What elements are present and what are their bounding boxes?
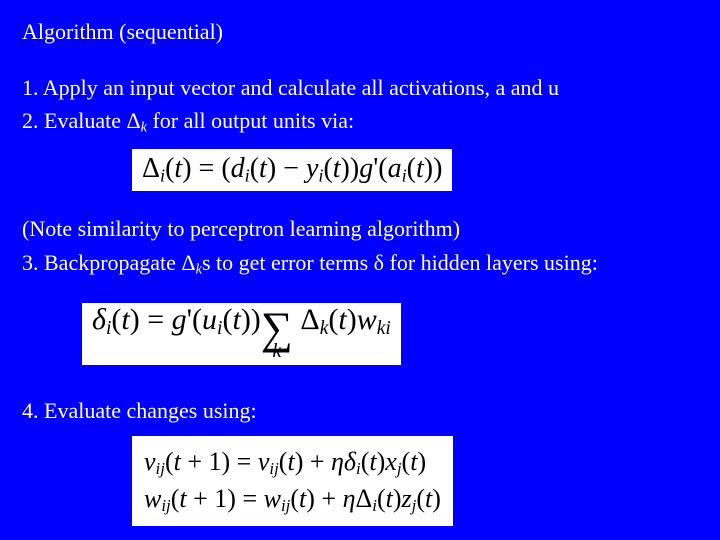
formula-3: vij(t + 1) = vij(t) + ηδi(t)xj(t) wij(t … (132, 436, 453, 526)
step-1: 1. Apply an input vector and calculate a… (22, 74, 698, 102)
step-2: 2. Evaluate Δk for all output units via: (22, 107, 698, 137)
step-4: 4. Evaluate changes using: (22, 397, 698, 425)
formula-2: δi(t) = g'(ui(t))∑k Δk(t)wki (82, 303, 401, 365)
slide-body: Algorithm (sequential) 1. Apply an input… (0, 0, 720, 532)
step-3-post: s to get error terms δ for hidden layers… (202, 250, 598, 275)
formula-1-wrap: Δi(t) = (di(t) − yi(t))g'(ai(t)) (22, 143, 698, 197)
formula-3-wrap: vij(t + 1) = vij(t) + ηδi(t)xj(t) wij(t … (22, 430, 698, 532)
slide-title: Algorithm (sequential) (22, 18, 698, 46)
step-2-post: for all output units via: (147, 108, 354, 133)
formula-1: Δi(t) = (di(t) − yi(t))g'(ai(t)) (132, 149, 452, 191)
step-3-pre: 3. Backpropagate Δ (22, 250, 196, 275)
step-3: 3. Backpropagate Δks to get error terms … (22, 249, 698, 279)
step-2-pre: 2. Evaluate Δ (22, 108, 141, 133)
formula-2-wrap: δi(t) = g'(ui(t))∑k Δk(t)wki (22, 297, 698, 371)
note-line: (Note similarity to perceptron learning … (22, 215, 698, 243)
